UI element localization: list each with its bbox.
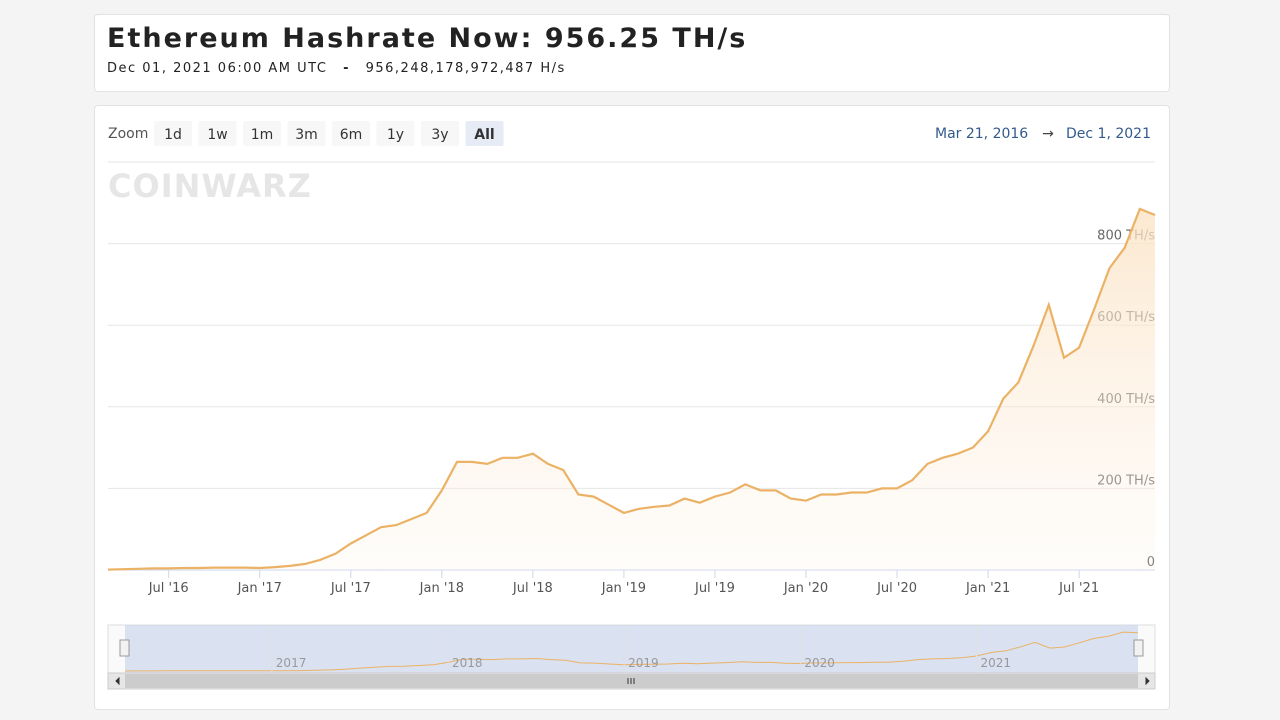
zoom-button[interactable]	[332, 121, 370, 146]
subtitle: Dec 01, 2021 06:00 AM UTC - 956,248,178,…	[107, 61, 576, 76]
header-card: Ethereum Hashrate Now: 956.25 TH/s Dec 0…	[94, 14, 1170, 92]
x-tick-label: Jan '20	[783, 581, 828, 596]
x-tick-label: Jan '17	[237, 581, 282, 596]
x-tick-label: Jan '19	[601, 581, 646, 596]
navigator-handle[interactable]	[119, 639, 130, 657]
navigator-label: 2019	[628, 656, 659, 670]
line	[107, 207, 1156, 571]
x-tick-label: Jul '19	[694, 581, 735, 596]
zoom-button[interactable]	[243, 121, 281, 146]
x-tick-label: Jul '21	[1058, 581, 1099, 596]
zoom-label: Zoom	[108, 126, 148, 142]
zoom-button-label[interactable]: 3m	[295, 127, 318, 143]
range-from: Mar 21, 2016	[935, 126, 1028, 142]
navigator-label: 2021	[981, 656, 1012, 670]
zoom-button[interactable]	[421, 121, 459, 146]
zoom-button-label[interactable]: 1m	[251, 127, 274, 143]
zoom-button-label[interactable]: All	[474, 127, 494, 143]
watermark: COINWARZ	[108, 167, 312, 205]
zoom-button[interactable]	[465, 121, 504, 146]
x-tick-label: Jul '20	[876, 581, 917, 596]
x-tick-label: Jul '18	[512, 581, 553, 596]
range-to: Dec 1, 2021	[1066, 126, 1151, 142]
x-tick-label: Jan '21	[965, 581, 1010, 596]
zoom-button-label[interactable]: 6m	[340, 127, 363, 143]
zoom-button-label[interactable]: 1y	[387, 127, 404, 143]
zoom-button-label[interactable]: 1d	[164, 127, 182, 143]
navigator-label: 2018	[452, 656, 483, 670]
zoom-button-label[interactable]: 3y	[431, 127, 448, 143]
zoom-button[interactable]	[198, 121, 237, 146]
navigator-handle[interactable]	[1133, 639, 1144, 657]
zoom-button-label[interactable]: 1w	[207, 127, 227, 143]
separator: -	[343, 61, 350, 76]
timestamp: Dec 01, 2021 06:00 AM UTC	[107, 61, 328, 76]
page-title: Ethereum Hashrate Now: 956.25 TH/s	[107, 23, 748, 54]
navigator-label: 2017	[276, 656, 307, 670]
zoom-button[interactable]	[287, 121, 326, 146]
x-tick-label: Jan '18	[419, 581, 464, 596]
scrollbar-arrows	[115, 676, 1150, 686]
x-tick-label: Jul '17	[330, 581, 371, 596]
x-tick-label: Jul '16	[148, 581, 189, 596]
zoom-button[interactable]	[154, 121, 192, 146]
navigator-label: 2020	[804, 656, 835, 670]
range-arrow: →	[1042, 126, 1054, 142]
chart-card	[94, 105, 1170, 710]
raw-rate: 956,248,178,972,487 H/s	[365, 61, 566, 76]
navigator-line	[124, 631, 1139, 672]
area	[108, 208, 1155, 570]
zoom-button[interactable]	[376, 121, 415, 146]
